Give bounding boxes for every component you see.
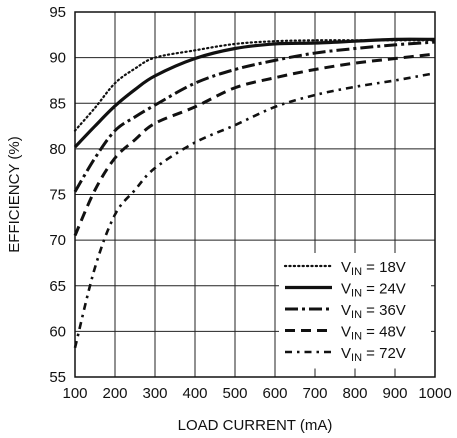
grid bbox=[75, 12, 435, 377]
legend-background bbox=[279, 253, 431, 369]
y-tick-label: 55 bbox=[49, 369, 66, 386]
legend: VIN = 18V VIN = 24V VIN = 36V VIN = 48V VIN … bbox=[279, 253, 431, 369]
x-tick-label: 800 bbox=[342, 385, 367, 402]
x-tick-label: 600 bbox=[262, 385, 287, 402]
legend-label: VIN = 24V bbox=[341, 281, 406, 300]
y-tick-label: 70 bbox=[49, 232, 66, 249]
y-tick-label: 95 bbox=[49, 4, 66, 21]
x-tick-label: 1000 bbox=[418, 385, 451, 402]
plot-frame bbox=[74, 11, 436, 378]
x-tick-label: 300 bbox=[142, 385, 167, 402]
legend-label: VIN = 72V bbox=[341, 345, 406, 364]
x-tick-label: 200 bbox=[102, 385, 127, 402]
y-axis-label: EFFICIENCY (%) bbox=[6, 136, 23, 252]
y-tick-label: 65 bbox=[49, 278, 66, 295]
series-line-2 bbox=[73, 40, 436, 193]
legend-label: VIN = 36V bbox=[341, 302, 406, 321]
series-lines bbox=[73, 37, 437, 349]
y-tick-label: 80 bbox=[49, 141, 66, 158]
legend-label: VIN = 48V bbox=[341, 324, 406, 343]
x-tick-label: 100 bbox=[62, 385, 87, 402]
series-line-3 bbox=[73, 52, 436, 237]
tick-labels: 100 200 300 400 500 600 700 800 900 1000 55 60 65 70 7… bbox=[49, 4, 451, 402]
y-tick-label: 60 bbox=[49, 323, 66, 340]
x-axis-label: LOAD CURRENT (mA) bbox=[178, 417, 333, 434]
x-tick-label: 500 bbox=[222, 385, 247, 402]
x-tick-label: 400 bbox=[182, 385, 207, 402]
y-tick-label: 90 bbox=[49, 50, 66, 67]
series-line-1 bbox=[73, 37, 436, 149]
y-tick-label: 75 bbox=[49, 187, 66, 204]
x-tick-label: 900 bbox=[382, 385, 407, 402]
x-tick-label: 700 bbox=[302, 385, 327, 402]
legend-label: VIN = 18V bbox=[341, 259, 406, 278]
y-tick-label: 85 bbox=[49, 95, 66, 112]
